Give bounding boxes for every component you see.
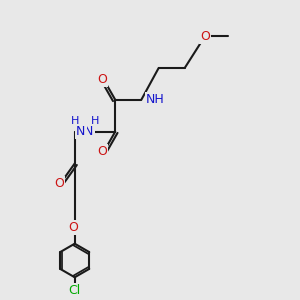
Text: N: N — [84, 125, 94, 138]
Text: H: H — [70, 116, 79, 127]
Text: O: O — [97, 73, 107, 86]
Text: N: N — [76, 125, 86, 138]
Text: NH: NH — [146, 93, 164, 106]
Text: Cl: Cl — [69, 284, 81, 297]
Text: O: O — [68, 221, 78, 234]
Text: H: H — [91, 116, 99, 127]
Text: O: O — [54, 177, 64, 190]
Text: O: O — [200, 30, 210, 43]
Text: O: O — [97, 146, 107, 158]
